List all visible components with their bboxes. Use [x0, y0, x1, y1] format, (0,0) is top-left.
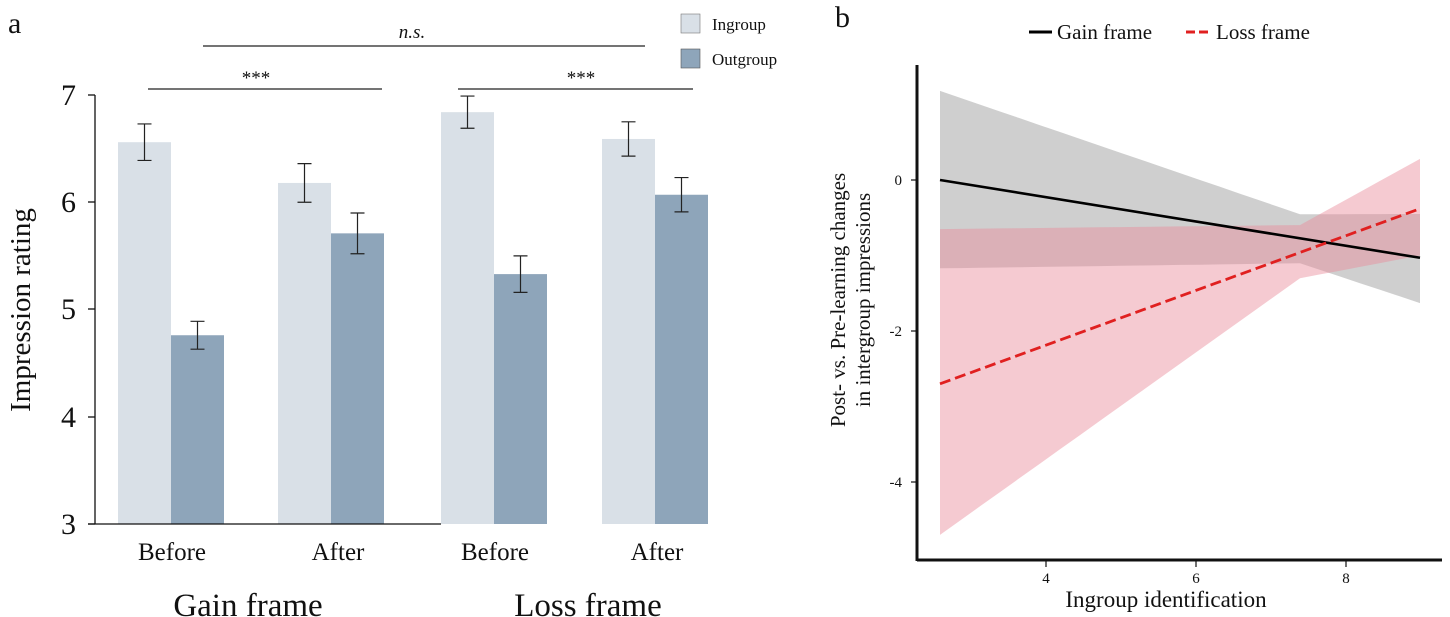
- errorbar-ingroup-gain-before: [137, 123, 152, 162]
- loss-sig-label: ***: [567, 68, 596, 89]
- x-label-loss-before: Before: [461, 539, 529, 566]
- x-label-loss-after: After: [631, 539, 684, 566]
- group-label-loss-frame: Loss frame: [514, 588, 662, 617]
- bar-outgroup-gain-after: [331, 233, 384, 525]
- legend-label-ingroup: Ingroup: [712, 15, 766, 34]
- errorbar-outgroup-loss-after: [674, 176, 689, 213]
- errorbar-ingroup-loss-before: [460, 95, 475, 129]
- bar-ingroup-loss-after: [602, 138, 655, 524]
- bar-outgroup-loss-before: [494, 274, 547, 524]
- y-axis-label-b-line1: Post- vs. Pre-learning changes: [826, 173, 850, 427]
- x-label-gain-before: Before: [138, 539, 206, 566]
- y-tick-label-neg2: -2: [890, 324, 903, 340]
- panel-a-letter: a: [8, 7, 21, 40]
- bar-outgroup-gain-before: [171, 335, 224, 524]
- errorbar-ingroup-loss-after: [621, 121, 636, 157]
- band-gain-frame: [940, 90, 1420, 304]
- x-tick-label-6: 6: [1192, 571, 1200, 587]
- errorbar-outgroup-gain-after: [350, 212, 365, 255]
- legend-b: Gain frame Loss frame: [1029, 20, 1310, 44]
- y-ticks-a: 3 4 5 6 7: [61, 79, 95, 541]
- errorbar-ingroup-gain-after: [297, 163, 312, 203]
- legend-swatch-ingroup: [680, 13, 701, 34]
- legend-swatch-outgroup: [680, 48, 701, 69]
- legend-a: Ingroup Outgroup: [680, 13, 777, 69]
- legend-label-loss-frame: Loss frame: [1216, 20, 1310, 44]
- y-tick-label-6: 6: [61, 186, 76, 219]
- y-tick-label-7: 7: [61, 79, 76, 112]
- legend-label-outgroup: Outgroup: [712, 50, 777, 69]
- y-tick-label-4: 4: [61, 401, 76, 434]
- bar-ingroup-loss-before: [441, 112, 494, 524]
- bar-ingroup-gain-before: [118, 142, 171, 524]
- y-tick-label-neg4: -4: [890, 475, 903, 491]
- errorbar-outgroup-loss-before: [513, 255, 528, 293]
- band-loss-frame: [940, 158, 1420, 535]
- x-tick-label-8: 8: [1342, 571, 1350, 587]
- line-gain-frame: [939, 178, 1421, 260]
- errorbar-outgroup-gain-before: [190, 320, 205, 350]
- legend-label-gain-frame: Gain frame: [1057, 20, 1152, 44]
- bar-ingroup-gain-after: [278, 182, 331, 524]
- y-axis-label-b-line2: in intergroup impressions: [851, 193, 875, 407]
- panel-b: b 4 6 8 0 -2 -4 Ingroup identification P…: [826, 1, 1442, 612]
- bar-outgroup-loss-after: [655, 194, 708, 524]
- x-label-gain-after: After: [312, 539, 365, 566]
- y-axis-label-a: Impression rating: [5, 208, 37, 412]
- ns-label: n.s.: [399, 22, 425, 43]
- y-tick-label-5: 5: [61, 293, 76, 326]
- gain-sig-label: ***: [242, 68, 271, 89]
- panel-a: a 3 4 5 6 7: [5, 7, 777, 617]
- line-loss-frame: [939, 207, 1421, 386]
- group-label-gain-frame: Gain frame: [173, 588, 322, 617]
- x-tick-label-4: 4: [1042, 571, 1050, 587]
- panel-b-letter: b: [835, 1, 850, 34]
- y-tick-label-3: 3: [61, 508, 76, 541]
- x-axis-label-b: Ingroup identification: [1065, 587, 1267, 612]
- y-tick-label-0: 0: [895, 173, 903, 189]
